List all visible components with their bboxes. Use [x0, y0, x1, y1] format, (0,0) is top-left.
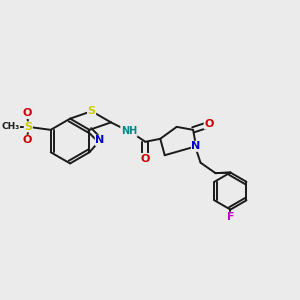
Text: S: S: [24, 122, 32, 132]
Text: N: N: [191, 141, 201, 151]
Text: O: O: [22, 135, 32, 145]
Text: O: O: [22, 108, 32, 118]
Text: F: F: [227, 212, 234, 222]
Text: NH: NH: [121, 126, 137, 136]
Text: N: N: [95, 135, 105, 145]
Text: O: O: [204, 119, 214, 129]
Text: CH₃: CH₃: [1, 122, 20, 131]
Text: O: O: [141, 154, 150, 164]
Text: S: S: [88, 106, 96, 116]
